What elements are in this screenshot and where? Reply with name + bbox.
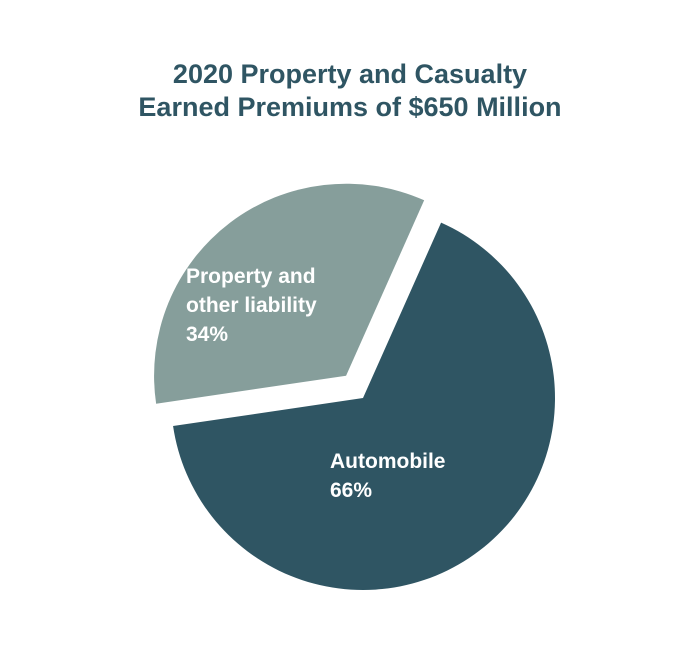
slice-label-line: other liability <box>186 294 317 317</box>
chart-title-line-2: Earned Premiums of $650 Million <box>138 92 562 122</box>
slice-label-line: Automobile <box>330 450 446 473</box>
slice-label-line: Property and <box>186 265 316 288</box>
pie-slice-property-other-liability <box>154 183 425 404</box>
slice-label-automobile: Automobile 66% <box>330 450 446 502</box>
chart-title: 2020 Property and Casualty Earned Premiu… <box>0 58 700 124</box>
pie-slice-automobile <box>173 222 555 590</box>
slice-label-line: 66% <box>330 479 372 502</box>
slice-label-line: 34% <box>186 323 228 346</box>
slice-label-property-other-liability: Property and other liability 34% <box>186 265 317 346</box>
chart-title-line-1: 2020 Property and Casualty <box>172 59 528 89</box>
